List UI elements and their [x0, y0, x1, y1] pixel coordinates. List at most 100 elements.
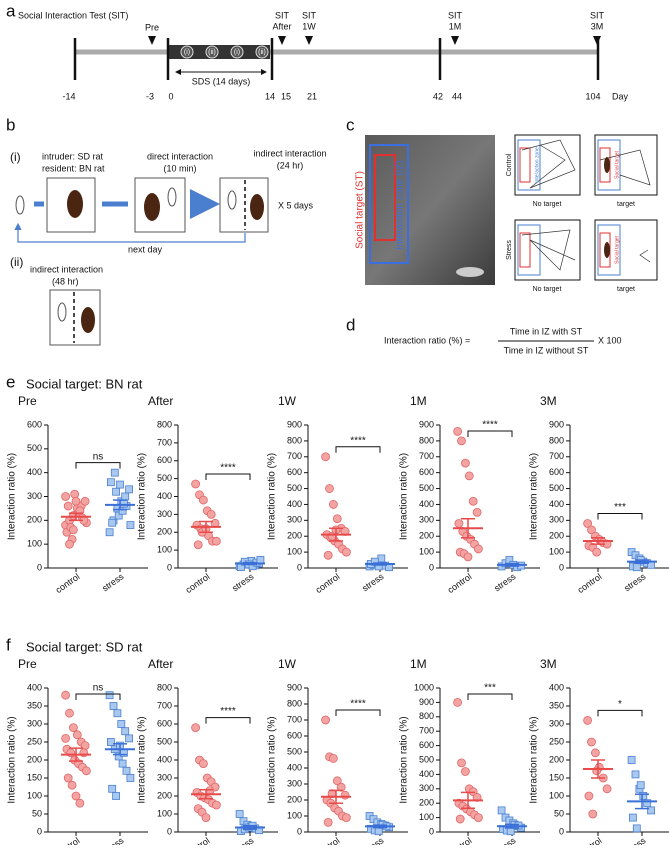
- y-axis-label: Interaction ratio (%): [529, 453, 540, 540]
- y-tick-label: 100: [157, 545, 172, 555]
- y-tick-label: 100: [287, 810, 302, 820]
- y-tick-label: 700: [287, 714, 302, 724]
- y-tick-label: 300: [27, 491, 42, 501]
- data-point: [70, 489, 80, 499]
- data-point: [341, 813, 351, 822]
- y-tick-label: 400: [157, 754, 172, 764]
- y-tick-label: 600: [157, 455, 172, 465]
- y-axis-label: Interaction ratio (%): [267, 716, 278, 803]
- significance-bracket: [205, 717, 251, 724]
- y-tick-label: 800: [287, 435, 302, 445]
- data-point: [122, 766, 131, 775]
- y-axis-label: Interaction ratio (%): [7, 716, 18, 803]
- data-point: [117, 720, 126, 728]
- marker-label: 1W: [302, 21, 316, 31]
- y-tick-label: 100: [27, 790, 42, 800]
- y-tick-label: 800: [157, 682, 172, 692]
- data-point: [463, 552, 473, 562]
- data-point: [201, 813, 211, 822]
- data-point: [108, 784, 117, 793]
- data-point: [328, 754, 338, 763]
- x-tick-label: stress: [492, 571, 518, 593]
- x-tick-label: stress: [360, 571, 386, 593]
- y-tick-label: 400: [287, 762, 302, 772]
- protocol-text: (24 hr): [277, 160, 304, 170]
- data-point: [198, 759, 208, 768]
- y-tick-label: 300: [157, 509, 172, 519]
- phase-label: (i): [234, 49, 240, 56]
- data-point: [588, 809, 598, 819]
- y-tick-label: 900: [419, 697, 434, 707]
- panel-label: c: [346, 115, 355, 134]
- marker-label: SIT: [302, 10, 317, 20]
- y-tick-label: 800: [419, 435, 434, 445]
- y-tick-label: 250: [549, 736, 564, 746]
- y-axis-label: Interaction ratio (%): [137, 716, 148, 803]
- timeline-title: Social Interaction Test (SIT): [18, 10, 128, 20]
- significance-bracket: [467, 430, 513, 437]
- y-tick-label: 300: [287, 515, 302, 525]
- protocol-text: (10 min): [163, 163, 196, 173]
- data-point: [473, 813, 483, 822]
- x-tick-label: control: [184, 571, 212, 595]
- data-point: [321, 452, 331, 462]
- y-tick-label: 0: [37, 562, 42, 572]
- significance-label: ****: [220, 463, 236, 474]
- significance-label: *: [618, 699, 622, 710]
- panel-label: b: [6, 115, 15, 134]
- formula-factor: X 100: [598, 335, 622, 345]
- data-point: [336, 782, 346, 792]
- significance-label: ****: [350, 699, 366, 710]
- y-tick-label: 300: [419, 783, 434, 793]
- st-label: Social target (ST): [355, 171, 366, 249]
- day-label: 104: [585, 91, 600, 101]
- y-tick-label: 300: [549, 515, 564, 525]
- panel-label: a: [6, 1, 16, 20]
- marker-label: Pre: [145, 22, 159, 32]
- data-point: [587, 737, 596, 747]
- y-tick-label: 700: [419, 451, 434, 461]
- data-point: [193, 540, 203, 550]
- data-point: [125, 734, 133, 743]
- data-point: [125, 485, 133, 494]
- y-tick-label: 700: [157, 437, 172, 447]
- data-point: [632, 824, 641, 833]
- chart-title: 3M: [540, 394, 557, 408]
- y-tick-label: 100: [419, 546, 434, 556]
- x-tick-label: stress: [100, 571, 126, 593]
- data-point: [198, 495, 208, 505]
- x-tick-label: stress: [360, 835, 386, 845]
- y-tick-label: 800: [287, 698, 302, 708]
- data-point: [191, 723, 201, 732]
- data-point: [455, 814, 465, 824]
- data-point: [80, 496, 90, 506]
- significance-bracket: [597, 709, 643, 717]
- data-point: [377, 554, 386, 563]
- data-point: [323, 818, 333, 827]
- y-tick-label: 600: [27, 419, 42, 429]
- y-tick-label: 600: [287, 730, 302, 740]
- y-axis-label: Interaction ratio (%): [399, 716, 410, 803]
- y-tick-label: 500: [157, 473, 172, 483]
- target-label: Social target: [614, 235, 620, 263]
- data-point: [340, 790, 350, 800]
- data-point: [584, 791, 594, 801]
- data-point: [374, 827, 383, 836]
- x-tick-label: control: [446, 571, 474, 595]
- y-axis-label: Interaction ratio (%): [399, 453, 410, 540]
- day-unit: Day: [612, 91, 629, 101]
- data-point: [631, 770, 640, 779]
- data-point: [105, 691, 114, 700]
- column-label: target: [617, 286, 635, 293]
- y-tick-label: 100: [549, 790, 564, 800]
- y-tick-label: 0: [559, 562, 564, 572]
- day-label: 44: [452, 91, 462, 101]
- arena-image: [365, 134, 658, 285]
- y-tick-label: 600: [419, 740, 434, 750]
- y-tick-label: 250: [27, 736, 42, 746]
- chart-title: After: [148, 394, 173, 408]
- data-point: [636, 781, 645, 790]
- significance-label: ns: [93, 451, 104, 462]
- row-label: Control: [506, 153, 513, 176]
